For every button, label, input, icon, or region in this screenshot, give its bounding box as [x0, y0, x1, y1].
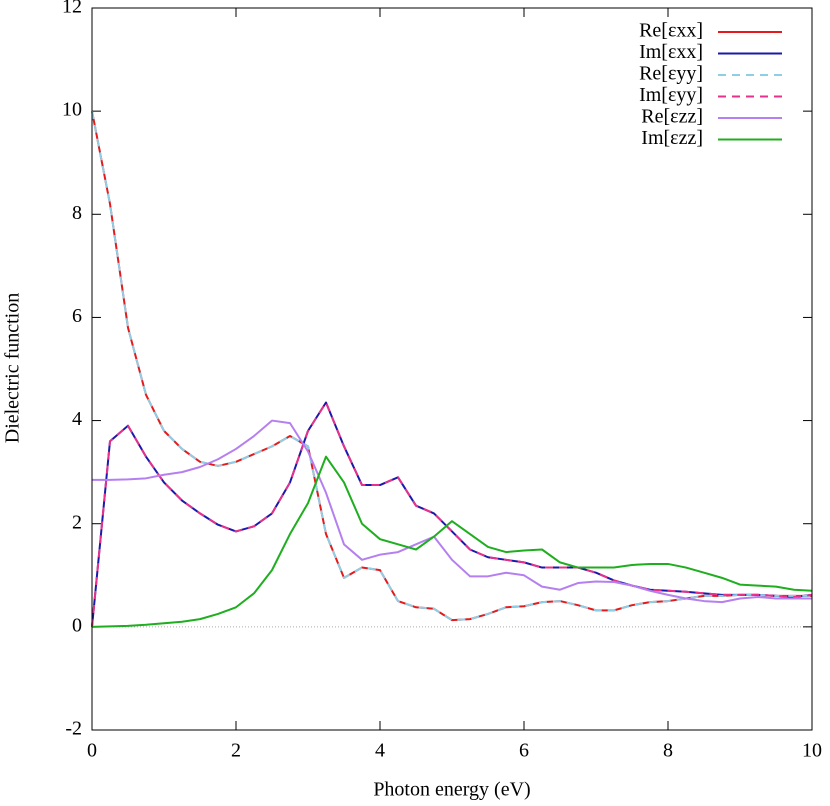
- x-axis-label: Photon energy (eV): [373, 779, 530, 801]
- legend-label: Re[εxx]: [639, 20, 703, 42]
- legend-label: Re[εzz]: [641, 106, 703, 128]
- series-line: [91, 110, 812, 622]
- x-tick-label: 2: [231, 740, 241, 762]
- y-tick-label: 6: [72, 305, 82, 327]
- y-tick-label: -2: [65, 718, 82, 740]
- y-tick-label: 2: [72, 511, 82, 533]
- legend-label: Im[εyy]: [639, 84, 703, 106]
- legend-label: Im[εzz]: [641, 127, 703, 149]
- y-tick-label: 10: [62, 99, 82, 121]
- series-line: [91, 110, 812, 622]
- x-tick-label: 6: [519, 740, 529, 762]
- plot-frame: [91, 7, 813, 731]
- series-line: [91, 455, 813, 628]
- x-tick-label: 4: [375, 740, 385, 762]
- y-tick-label: 8: [72, 202, 82, 224]
- y-tick-label: 4: [72, 408, 82, 430]
- legend-label: Im[εxx]: [639, 41, 703, 63]
- x-tick-label: 0: [87, 740, 97, 762]
- x-tick-label: 8: [663, 740, 673, 762]
- y-tick-label: 12: [62, 0, 82, 18]
- y-axis-label: Dielectric function: [2, 293, 24, 444]
- series-line: [91, 401, 813, 627]
- x-tick-label: 10: [802, 740, 822, 762]
- series-line: [92, 419, 812, 604]
- legend-label: Re[εyy]: [639, 63, 703, 85]
- y-tick-label: 0: [72, 614, 82, 636]
- series-line: [91, 401, 813, 627]
